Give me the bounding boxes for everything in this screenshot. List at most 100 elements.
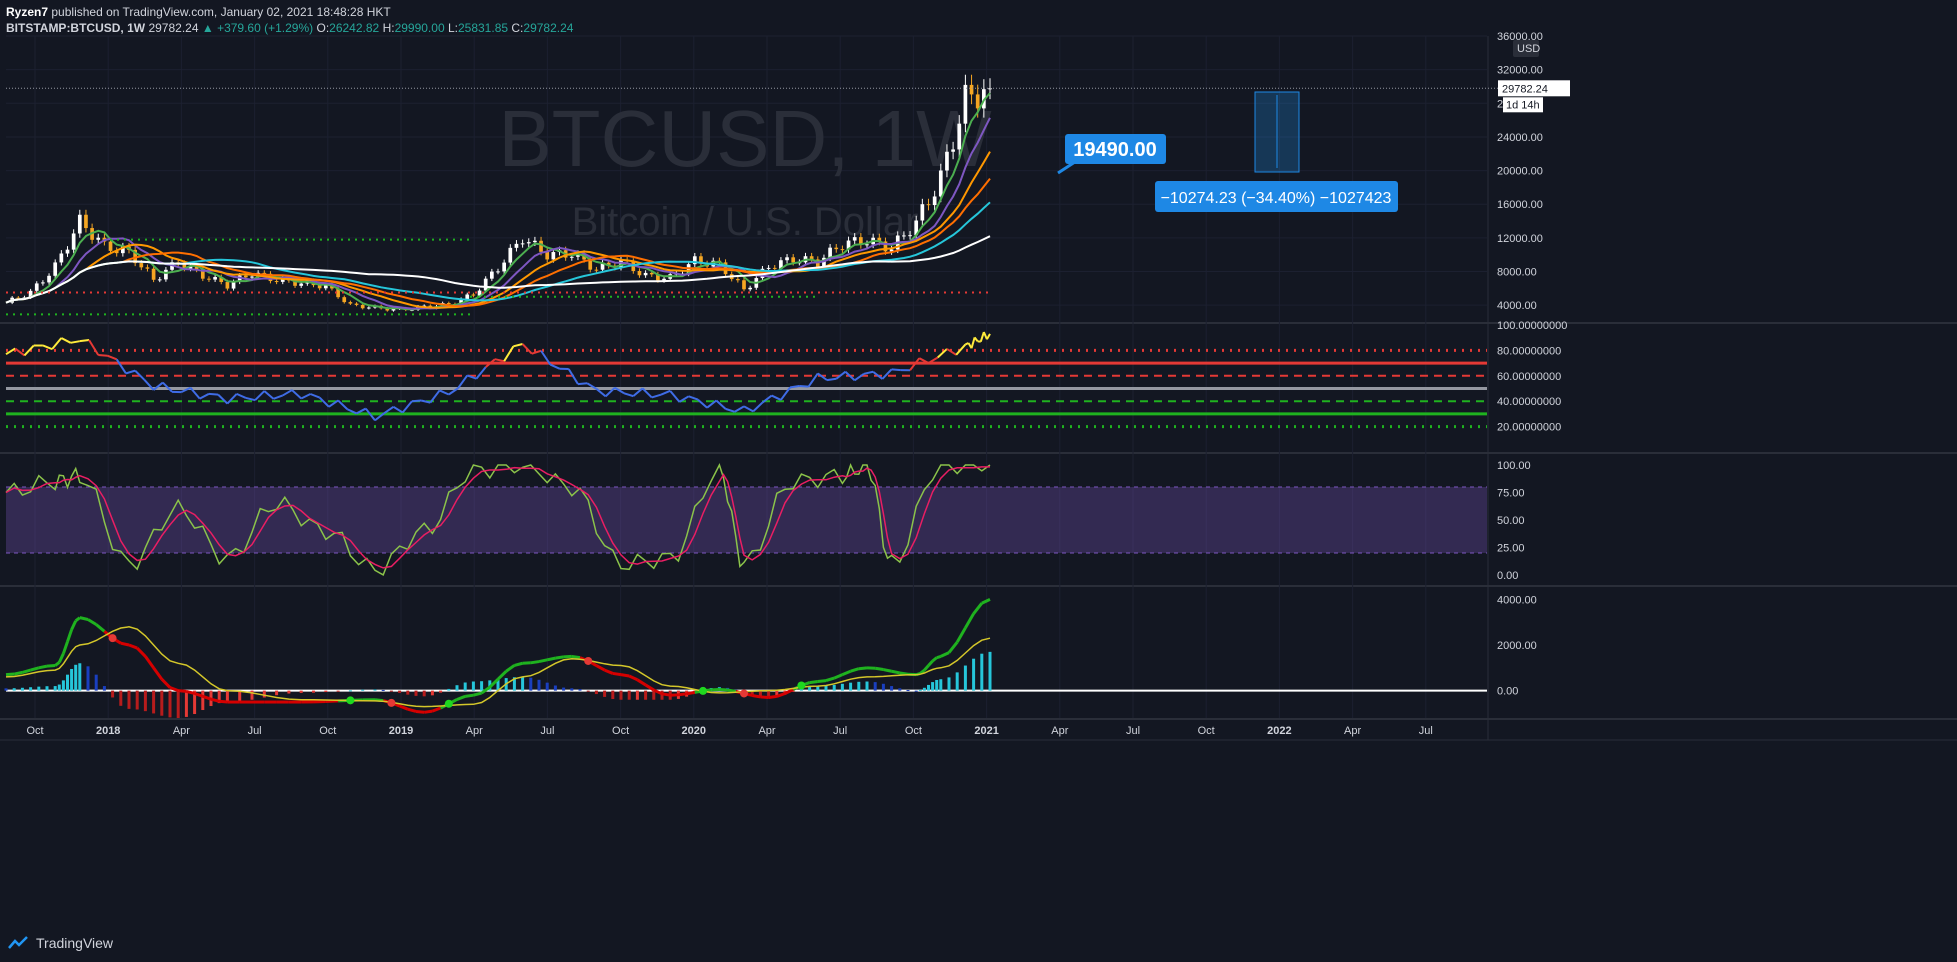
last-price-tag-label: 29782.24 (1502, 83, 1548, 95)
stoch-tick-label: 50.00 (1497, 515, 1525, 527)
macd-line-segment (760, 695, 769, 699)
candle-body (600, 262, 605, 270)
macd-histogram-bar (45, 686, 49, 691)
candle-body (514, 243, 519, 248)
rsi-line-segment (485, 358, 496, 368)
rsi-line-segment (143, 379, 155, 391)
candle-body (108, 241, 113, 251)
candle-body (526, 242, 531, 244)
macd-histogram-bar (496, 679, 500, 691)
macd-histogram-bar (299, 690, 303, 693)
macd-histogram-bar (389, 690, 393, 692)
candle-body (293, 280, 297, 286)
stoch-k-line (5, 462, 991, 576)
macd-line-segment (473, 691, 482, 697)
candle-body (96, 237, 101, 240)
macd-histogram-bar (644, 690, 648, 700)
macd-line-segment (776, 692, 786, 698)
time-label: Oct (612, 725, 629, 737)
candle-body (748, 287, 752, 290)
macd-histogram-bar (963, 665, 967, 691)
candle-body (348, 302, 353, 304)
macd-histogram-bar (767, 690, 771, 698)
macd-line-segment (431, 706, 442, 713)
rsi-line-segment (706, 399, 717, 409)
candle-body (360, 304, 365, 309)
macd-histogram-bar (545, 682, 549, 691)
macd-line-segment (546, 656, 556, 662)
low-label: L: (447, 21, 458, 35)
rsi-line-segment (217, 393, 229, 405)
macd-line-segment (95, 623, 106, 633)
macd-line-segment (169, 686, 179, 693)
candle-body (139, 263, 144, 268)
macd-line-segment (456, 694, 466, 701)
macd-histogram-bar (857, 681, 861, 691)
candle-body (736, 279, 740, 281)
macd-line-segment (374, 698, 384, 703)
macd-line-segment (194, 692, 204, 698)
rsi-line-segment (70, 340, 80, 344)
rsi-line-segment (521, 343, 533, 355)
time-label: 2021 (974, 725, 998, 737)
macd-tick-label: 4000.00 (1497, 594, 1537, 606)
candle-body (914, 220, 919, 236)
macd-line-segment (514, 661, 523, 667)
macd-line-segment (136, 647, 147, 658)
rsi-line-segment (780, 386, 791, 401)
rsi-line-segment (979, 331, 985, 342)
high-label: H: (382, 21, 395, 35)
time-label: Jul (248, 725, 262, 737)
rsi-line-segment (125, 369, 136, 375)
rsi-line-segment (660, 389, 671, 396)
candle-body (834, 247, 839, 250)
watermark-title: BTCUSD, 1W (498, 94, 992, 183)
price-tick-label: 24000.00 (1497, 132, 1543, 144)
macd-line-segment (21, 668, 32, 674)
rsi-line-segment (817, 372, 828, 381)
macd-line-segment (931, 656, 938, 663)
candle-body (662, 278, 666, 281)
candle-body (41, 282, 45, 284)
measure-label-box (1155, 181, 1398, 212)
rsi-line-segment (337, 399, 349, 410)
candle-body (213, 277, 217, 280)
rsi-line-segment (263, 390, 275, 400)
candle-body (354, 303, 359, 305)
macd-histogram-bar (480, 681, 484, 691)
price-callout-label: 19490.00 (1073, 139, 1156, 161)
macd-histogram-bar (201, 690, 205, 711)
candle-body (459, 298, 463, 305)
macd-histogram-bar (898, 688, 902, 691)
time-label: 2022 (1267, 725, 1291, 737)
rsi-line-segment (577, 382, 588, 386)
macd-line-segment (947, 641, 959, 654)
macd-line-segment (219, 699, 228, 704)
rsi-line-segment (715, 399, 727, 410)
rsi-line-segment (799, 384, 809, 388)
macd-line-segment (595, 664, 606, 672)
macd-histogram-bar (406, 690, 410, 695)
time-label: Apr (1051, 725, 1068, 737)
rsi-line-segment (162, 381, 173, 393)
publisher-name[interactable]: Ryzen7 (6, 5, 49, 19)
macd-line-segment (74, 616, 81, 623)
rsi-line-segment (364, 407, 376, 422)
footer-brand[interactable]: TradingView (36, 935, 114, 951)
candle-body (637, 271, 642, 276)
price-tick-label: 16000.00 (1497, 199, 1543, 211)
candle-body (840, 249, 845, 251)
macd-histogram-bar (627, 690, 631, 700)
rsi-line-segment (98, 354, 108, 357)
candle-body (926, 204, 931, 206)
price-tick-label: 20000.00 (1497, 166, 1543, 178)
macd-histogram-bar (111, 690, 115, 698)
macd-histogram-bar (808, 686, 812, 691)
time-label: Oct (1198, 725, 1215, 737)
open-label: O: (316, 21, 330, 35)
macd-line-segment (46, 664, 56, 668)
symbol-ohlc: BITSTAMP:BTCUSD, 1W 29782.24 ▲ +379.60 (… (6, 20, 573, 36)
macd-tick-label: 2000.00 (1497, 640, 1537, 652)
rsi-line-segment (420, 399, 431, 404)
